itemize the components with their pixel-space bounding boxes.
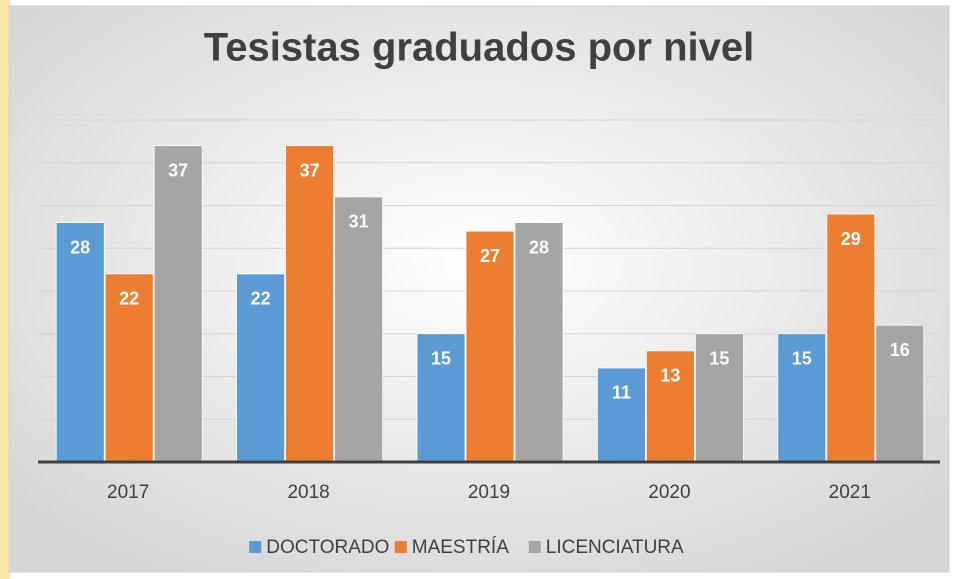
chart-title: Tesistas graduados por nivel [204, 26, 755, 70]
bar [875, 324, 925, 463]
bar [465, 230, 515, 463]
data-label: 13 [660, 366, 680, 386]
data-label: 11 [612, 383, 631, 403]
legend-label: MAESTRÍA [412, 537, 509, 558]
legend-label: LICENCIATURA [546, 537, 684, 558]
bar [153, 145, 203, 463]
data-label: 37 [168, 160, 188, 180]
bar [514, 222, 564, 463]
side-strip [0, 0, 10, 579]
bar [104, 273, 154, 463]
bar [777, 333, 827, 463]
x-tick-label: 2020 [648, 482, 690, 503]
bar [695, 333, 744, 463]
data-label: 22 [119, 289, 139, 309]
bar [236, 273, 286, 463]
data-label: 31 [349, 212, 369, 232]
bar [597, 367, 646, 463]
legend-label: DOCTORADO [266, 537, 389, 558]
bar [646, 350, 695, 463]
data-label: 29 [841, 229, 861, 249]
data-label: 28 [70, 237, 90, 257]
bar [285, 145, 335, 463]
data-label: 28 [529, 237, 549, 257]
bar [826, 213, 876, 463]
x-tick-label: 2021 [829, 482, 871, 503]
bar [416, 333, 466, 463]
x-tick-label: 2018 [287, 482, 329, 503]
legend-swatch [528, 541, 541, 553]
legend-swatch [394, 541, 407, 553]
x-tick-label: 2017 [107, 482, 149, 503]
data-label: 16 [890, 340, 910, 360]
data-label: 22 [251, 289, 271, 309]
data-label: 15 [709, 349, 729, 369]
data-label: 27 [480, 246, 500, 266]
x-tick-label: 2019 [468, 482, 510, 503]
data-label: 37 [300, 160, 320, 180]
data-label: 15 [431, 349, 451, 369]
legend-swatch [249, 541, 262, 553]
data-label: 15 [792, 349, 812, 369]
bar [55, 222, 105, 463]
bar [334, 196, 384, 463]
